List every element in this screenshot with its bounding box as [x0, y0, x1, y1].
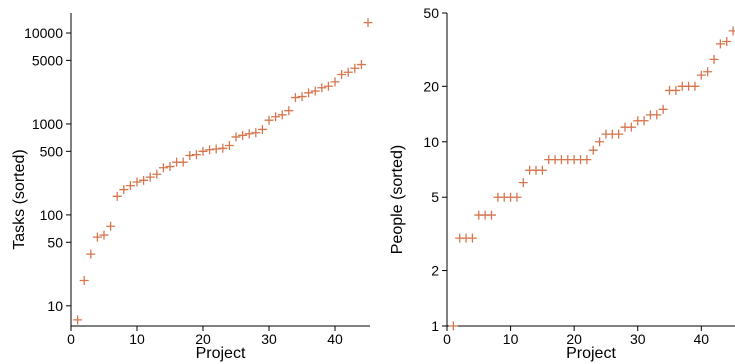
tasks-y-tick-label: 10000 [24, 25, 63, 41]
people-data-point [671, 85, 681, 95]
tasks-data-point [224, 140, 234, 150]
tasks-x-tick-label: 40 [327, 331, 343, 347]
tasks-data-point [92, 232, 102, 242]
people-data-point [722, 37, 732, 47]
tasks-data-point [244, 129, 254, 139]
people-data-point [467, 233, 477, 243]
tasks-data-point [205, 145, 215, 155]
people-y-tick-label: 20 [423, 78, 439, 94]
tasks-data-point [191, 150, 201, 160]
people-data-point [626, 122, 636, 132]
tasks-data-point [112, 191, 122, 201]
tasks-data-point [158, 163, 168, 173]
tasks-data-point [86, 249, 96, 259]
people-data-point [518, 178, 528, 188]
tasks-data-point [198, 146, 208, 156]
people-x-tick-label: 30 [630, 331, 646, 347]
people-x-tick-label: 40 [694, 331, 710, 347]
tasks-data-point [238, 130, 248, 140]
people-data-point [537, 165, 547, 175]
tasks-data-point [185, 150, 195, 160]
tasks-data-point [99, 230, 109, 240]
tasks-data-point [79, 275, 89, 285]
people-data-point [709, 54, 719, 64]
people-y-tick-label: 50 [423, 5, 439, 21]
people-data-point [448, 321, 458, 331]
tasks-data-point [73, 315, 83, 325]
tasks-x-tick-label: 0 [67, 331, 75, 347]
tasks-chart-panel: 0 10 20 30 40 10 50 100 500 1000 5000 10000 Project T… [11, 13, 373, 362]
people-data-point [582, 155, 592, 165]
tasks-x-tick-label: 30 [261, 331, 277, 347]
tasks-data-point [145, 172, 155, 182]
tasks-data-point [337, 69, 347, 79]
tasks-data-point [356, 60, 366, 70]
tasks-data-point [139, 175, 149, 185]
people-y-tick-label: 5 [431, 189, 439, 205]
tasks-data-point [125, 181, 135, 191]
tasks-data-point [251, 128, 261, 138]
tasks-data-point [277, 110, 287, 120]
tasks-data-point [132, 177, 142, 187]
people-data-point [690, 81, 700, 91]
tasks-y-tick-label: 10 [47, 298, 63, 314]
tasks-y-tick-label: 1000 [32, 116, 63, 132]
people-data-point [652, 110, 662, 120]
tasks-data-point [264, 115, 274, 125]
tasks-data-point [284, 106, 294, 116]
tasks-data-point [231, 132, 241, 142]
people-data-point [639, 116, 649, 126]
people-data-point [487, 210, 497, 220]
tasks-y-tick-label: 5000 [32, 52, 63, 68]
people-x-tick-label: 0 [443, 331, 451, 347]
tasks-data-point [271, 112, 281, 122]
tasks-y-axis-label: Tasks (sorted) [11, 149, 28, 249]
tasks-data-point [363, 18, 373, 28]
people-data-point [588, 145, 598, 155]
people-chart-panel: 0 10 20 30 40 1 2 5 10 20 50 Project People (sorted) [389, 5, 735, 362]
people-data-point [658, 104, 668, 114]
people-y-tick-label: 2 [431, 263, 439, 279]
people-y-tick-label: 1 [431, 318, 439, 334]
tasks-data-point [317, 83, 327, 93]
people-data-point [728, 26, 735, 36]
people-x-axis-label: Project [566, 345, 616, 362]
tasks-x-tick-label: 10 [129, 331, 145, 347]
people-x-tick-label: 20 [566, 331, 582, 347]
tasks-data-point [106, 221, 116, 231]
tasks-data-point [310, 86, 320, 96]
people-data-point [703, 67, 713, 77]
tasks-data-point [257, 124, 267, 134]
people-data-point [595, 137, 605, 147]
tasks-data-point [152, 169, 162, 179]
tasks-data-point [297, 92, 307, 102]
people-data-point [614, 129, 624, 139]
tasks-y-tick-label: 50 [47, 234, 63, 250]
people-y-axis-label: People (sorted) [389, 145, 406, 254]
tasks-data-point [178, 157, 188, 167]
tasks-data-point [218, 143, 228, 153]
tasks-data-point [304, 88, 314, 98]
tasks-data-point [343, 67, 353, 77]
tasks-data-point [211, 144, 221, 154]
tasks-y-tick-label: 100 [40, 207, 64, 223]
tasks-data-point [290, 93, 300, 103]
tasks-x-axis-label: Project [196, 345, 246, 362]
tasks-x-tick-label: 20 [195, 331, 211, 347]
tasks-data-point [165, 162, 175, 172]
tasks-data-point [350, 63, 360, 73]
people-y-tick-label: 10 [423, 134, 439, 150]
people-x-tick-label: 10 [503, 331, 519, 347]
tasks-y-tick-label: 500 [40, 143, 64, 159]
people-data-point [715, 39, 725, 49]
people-data-point [512, 192, 522, 202]
people-data-point [696, 70, 706, 80]
tasks-data-point [323, 81, 333, 91]
tasks-data-point [330, 77, 340, 87]
tasks-data-point [119, 185, 129, 195]
